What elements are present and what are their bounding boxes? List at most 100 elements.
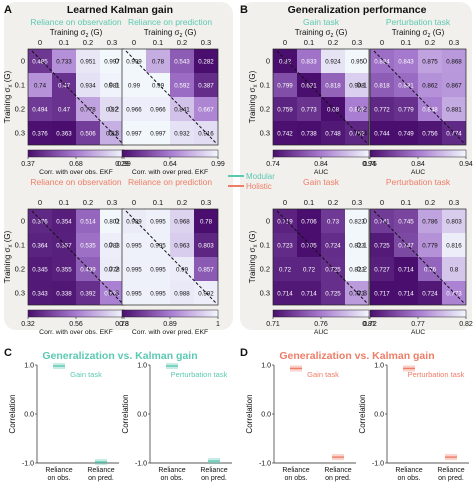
heatmap-cell — [345, 209, 369, 233]
heatmap-cell — [297, 49, 321, 73]
heatmap-cell — [146, 97, 170, 121]
heatmap-frame — [272, 208, 370, 306]
training-sigma-x-axis-title: Training σx (G) — [248, 230, 259, 283]
heatmap-cell-value: 0.357 — [56, 242, 72, 249]
heatmap-row-tick-label: 0.1 — [260, 81, 270, 90]
heatmap-cell — [52, 49, 76, 73]
heatmap-cell — [76, 209, 100, 233]
colorbar — [121, 149, 219, 158]
bar-category-label: Reliance on pred. — [200, 467, 227, 482]
heatmap-cell — [442, 73, 466, 97]
heatmap-column-tick-label: 0.3 — [107, 38, 117, 47]
heatmap-cell-value: 0.818 — [325, 82, 341, 89]
heatmap-cell-value: 0.773 — [446, 290, 462, 297]
colorbar-tick-label: 0.76 — [314, 321, 328, 328]
bar-y-axis-label: Correlation — [8, 394, 17, 433]
colorbar-label: AUC — [411, 329, 425, 336]
heatmap-cell-value: 0.823 — [349, 218, 365, 225]
heatmap-cell-value: 0.714 — [301, 290, 317, 297]
heatmap-cell — [394, 233, 418, 257]
heatmap-cell-value: 0.968 — [174, 218, 190, 225]
heatmap-frame — [121, 48, 219, 146]
heatmap-cell-value: 0.738 — [301, 130, 317, 137]
heatmap-cell — [170, 233, 194, 257]
colorbar-tick-label: 0.71 — [266, 321, 280, 328]
heatmap-cell-value: 0.621 — [301, 82, 317, 89]
heatmap-cell — [394, 281, 418, 305]
heatmap-cell-value: 0.723 — [277, 242, 293, 249]
heatmap-cell — [345, 49, 369, 73]
heatmap-cell-value: 0.717 — [374, 290, 390, 297]
panel-d-title: Generalization vs. Kalman gain — [279, 350, 434, 362]
heatmap-column-tick-label: 0.2 — [177, 38, 187, 47]
bar-y-tick-label: 0.0 — [24, 412, 34, 419]
colorbar-tick-label: 0.84 — [314, 161, 328, 168]
bar-category-label: Reliance on pred. — [437, 467, 464, 482]
heatmap-cell — [28, 233, 52, 257]
heatmap-cell — [194, 257, 218, 281]
heatmap-cell — [418, 73, 442, 97]
heatmap-cell-value: 0.749 — [398, 130, 414, 137]
heatmap-cell — [418, 209, 442, 233]
heatmap-cell-value: 0.485 — [32, 58, 48, 65]
heatmap-cell-value: 0.862 — [422, 82, 438, 89]
heatmap-cell-value: 0.376 — [32, 218, 48, 225]
heatmap-cell-value: 0.834 — [374, 58, 390, 65]
heatmap-cell — [146, 233, 170, 257]
heatmap-cell — [273, 209, 297, 233]
heatmap-row-tick-label: 0.2 — [109, 105, 119, 114]
heatmap-cell-value: 0.867 — [446, 82, 462, 89]
colorbar — [272, 309, 370, 318]
heatmap-column-tick-label: 0 — [283, 38, 287, 47]
heatmap-cell — [122, 97, 146, 121]
heatmap-cell — [394, 97, 418, 121]
heatmap-cell — [370, 233, 394, 257]
heatmap-cell — [394, 209, 418, 233]
heatmap-cell — [194, 73, 218, 97]
heatmap-row-tick-label: 0.2 — [109, 265, 119, 274]
heatmap-column-tick-label: 0.1 — [304, 38, 314, 47]
heatmap-cell-value: 0.857 — [198, 266, 214, 273]
heatmap-cell-value: 0.966 — [150, 106, 166, 113]
heatmap-diagonal — [276, 210, 368, 304]
colorbar-tick-label: 0.89 — [163, 321, 177, 328]
heatmap-cell — [194, 49, 218, 73]
bar-y-tick-label: 0.0 — [261, 412, 271, 419]
colorbar-tick-label: 0.56 — [69, 321, 83, 328]
heatmap-cell — [442, 209, 466, 233]
colorbar-tick-label: 0.8 — [119, 321, 129, 328]
heatmap-cell — [297, 257, 321, 281]
heatmap-cell — [122, 233, 146, 257]
colorbar-label: AUC — [411, 169, 425, 176]
heatmap-title: Perturbation task — [386, 17, 451, 27]
heatmap-row-tick-label: 0.1 — [109, 241, 119, 250]
heatmap-row-tick-label: 0.1 — [260, 241, 270, 250]
heatmap-diagonal — [125, 210, 217, 304]
heatmap-row-tick-label: 0.2 — [357, 265, 367, 274]
heatmap-cell — [52, 73, 76, 97]
heatmap-cell — [273, 257, 297, 281]
heatmap-cell-value: 0.78 — [200, 218, 213, 225]
heatmap-row-tick-label: 0.3 — [109, 289, 119, 298]
heatmap-cell — [170, 49, 194, 73]
panel-letter-a: A — [4, 4, 12, 16]
colorbar-tick-label: 0.29 — [115, 161, 129, 168]
heatmap-frame — [369, 208, 467, 306]
heatmap-cell — [442, 49, 466, 73]
heatmap-column-tick-label: 0.1 — [401, 38, 411, 47]
heatmap-cell — [122, 281, 146, 305]
heatmap-cell — [273, 121, 297, 145]
heatmap-cell-value: 0.997 — [126, 130, 142, 137]
heatmap-cell — [394, 121, 418, 145]
heatmap-cell — [28, 49, 52, 73]
heatmap-cell — [52, 121, 76, 145]
heatmap-cell — [146, 121, 170, 145]
heatmap-cell-value: 0.779 — [398, 106, 414, 113]
heatmap-cell — [370, 73, 394, 97]
heatmap-cell — [146, 73, 170, 97]
heatmap-cell-value: 0.756 — [422, 130, 438, 137]
colorbar-label: Corr. with over obs. EKF — [39, 329, 113, 336]
training-sigma-x-axis-title: Training σx (G) — [248, 70, 259, 123]
heatmap-diagonal — [31, 210, 123, 304]
heatmap-cell — [418, 281, 442, 305]
